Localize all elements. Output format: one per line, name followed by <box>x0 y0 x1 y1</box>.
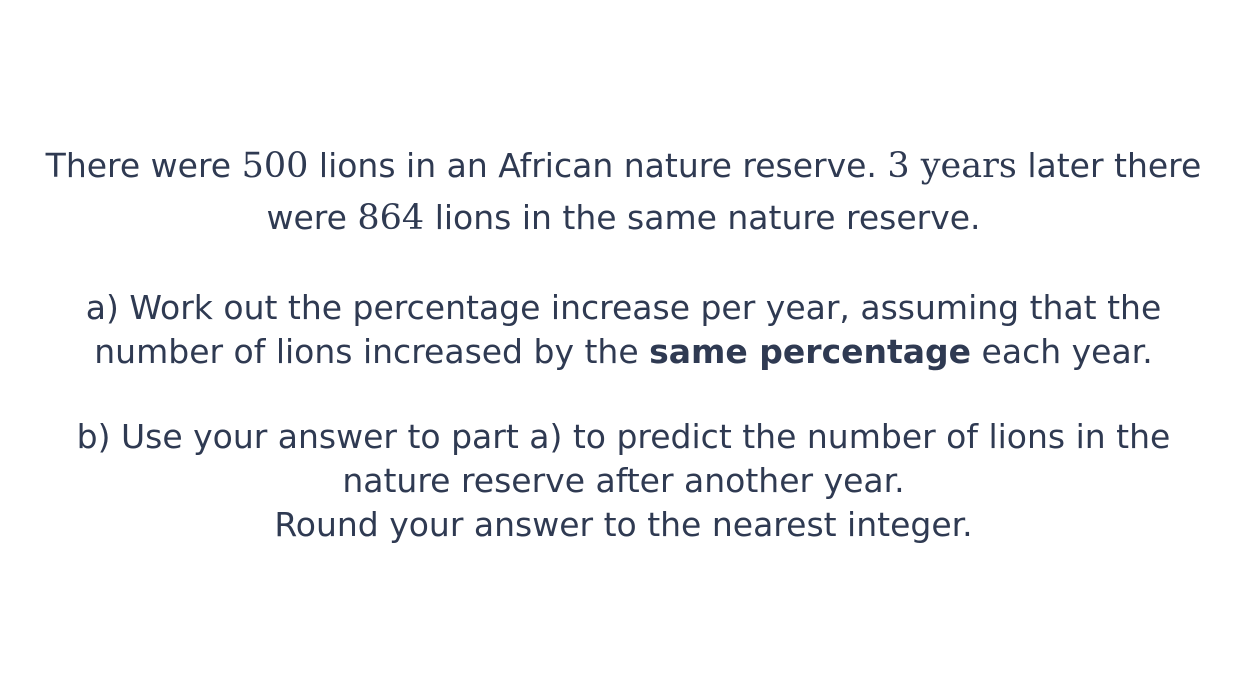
part-b-line-2: nature reserve after another year. <box>342 461 905 500</box>
question-intro: There were 500 lions in an African natur… <box>40 140 1207 244</box>
part-b-line-1: b) Use your answer to part a) to predict… <box>76 417 1171 456</box>
intro-line-2: were 864 lions in the same nature reserv… <box>266 198 981 238</box>
question-part-a: a) Work out the percentage increase per … <box>40 286 1207 374</box>
part-a-line-2: number of lions increased by the same pe… <box>94 332 1153 371</box>
math-years: 3 years <box>887 146 1017 186</box>
question-part-b: b) Use your answer to part a) to predict… <box>40 415 1207 547</box>
math-lion-count-final: 864 <box>357 198 425 238</box>
math-lion-count-initial: 500 <box>241 146 309 186</box>
part-a-line-1: a) Work out the percentage increase per … <box>85 288 1162 327</box>
emphasis-same-percentage: same percentage <box>649 332 972 371</box>
part-b-line-3: Round your answer to the nearest integer… <box>274 505 973 544</box>
intro-line-1: There were 500 lions in an African natur… <box>45 146 1202 186</box>
